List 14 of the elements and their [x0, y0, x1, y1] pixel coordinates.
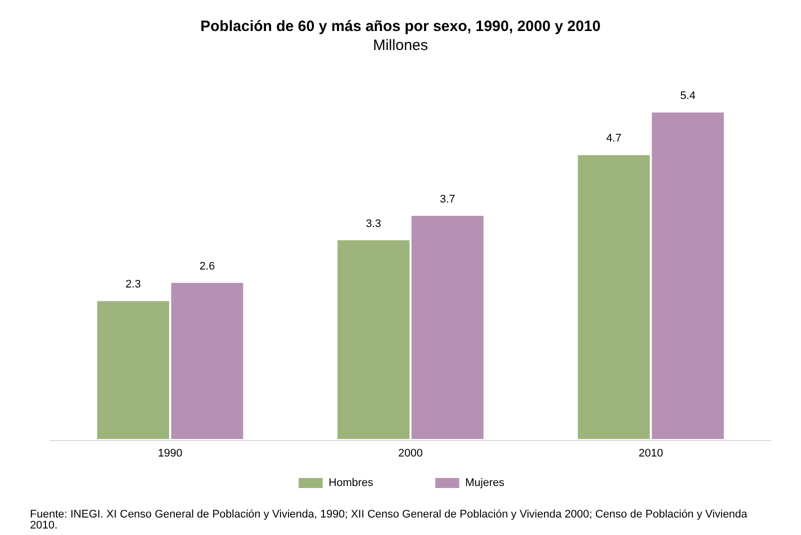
data-label: 2.6 [200, 260, 215, 272]
data-label: 3.7 [440, 193, 456, 206]
source-note: Fuente: INEGI. XI Censo General de Población y Vivienda, 1990; XII Censo General de Población y Vivienda 2000; Censo de Población y Vivienda 2010. [30, 508, 750, 532]
data-label: 5.4 [680, 90, 696, 102]
chart-title: Población de 60 y más años por sexo, 1990, 2000 y 2010 [200, 18, 601, 35]
data-label: 4.7 [606, 132, 622, 145]
legend-label: Hombres [328, 477, 374, 489]
data-label: 2.3 [126, 278, 141, 291]
chart-subtitle: Millones [372, 37, 428, 54]
x-tick-label: 2010 [638, 448, 664, 460]
x-tick-label: 2000 [398, 448, 423, 460]
x-tick-label: 1990 [158, 448, 182, 460]
data-label: 3.3 [366, 218, 382, 230]
legend-label: Mujeres [465, 477, 505, 489]
